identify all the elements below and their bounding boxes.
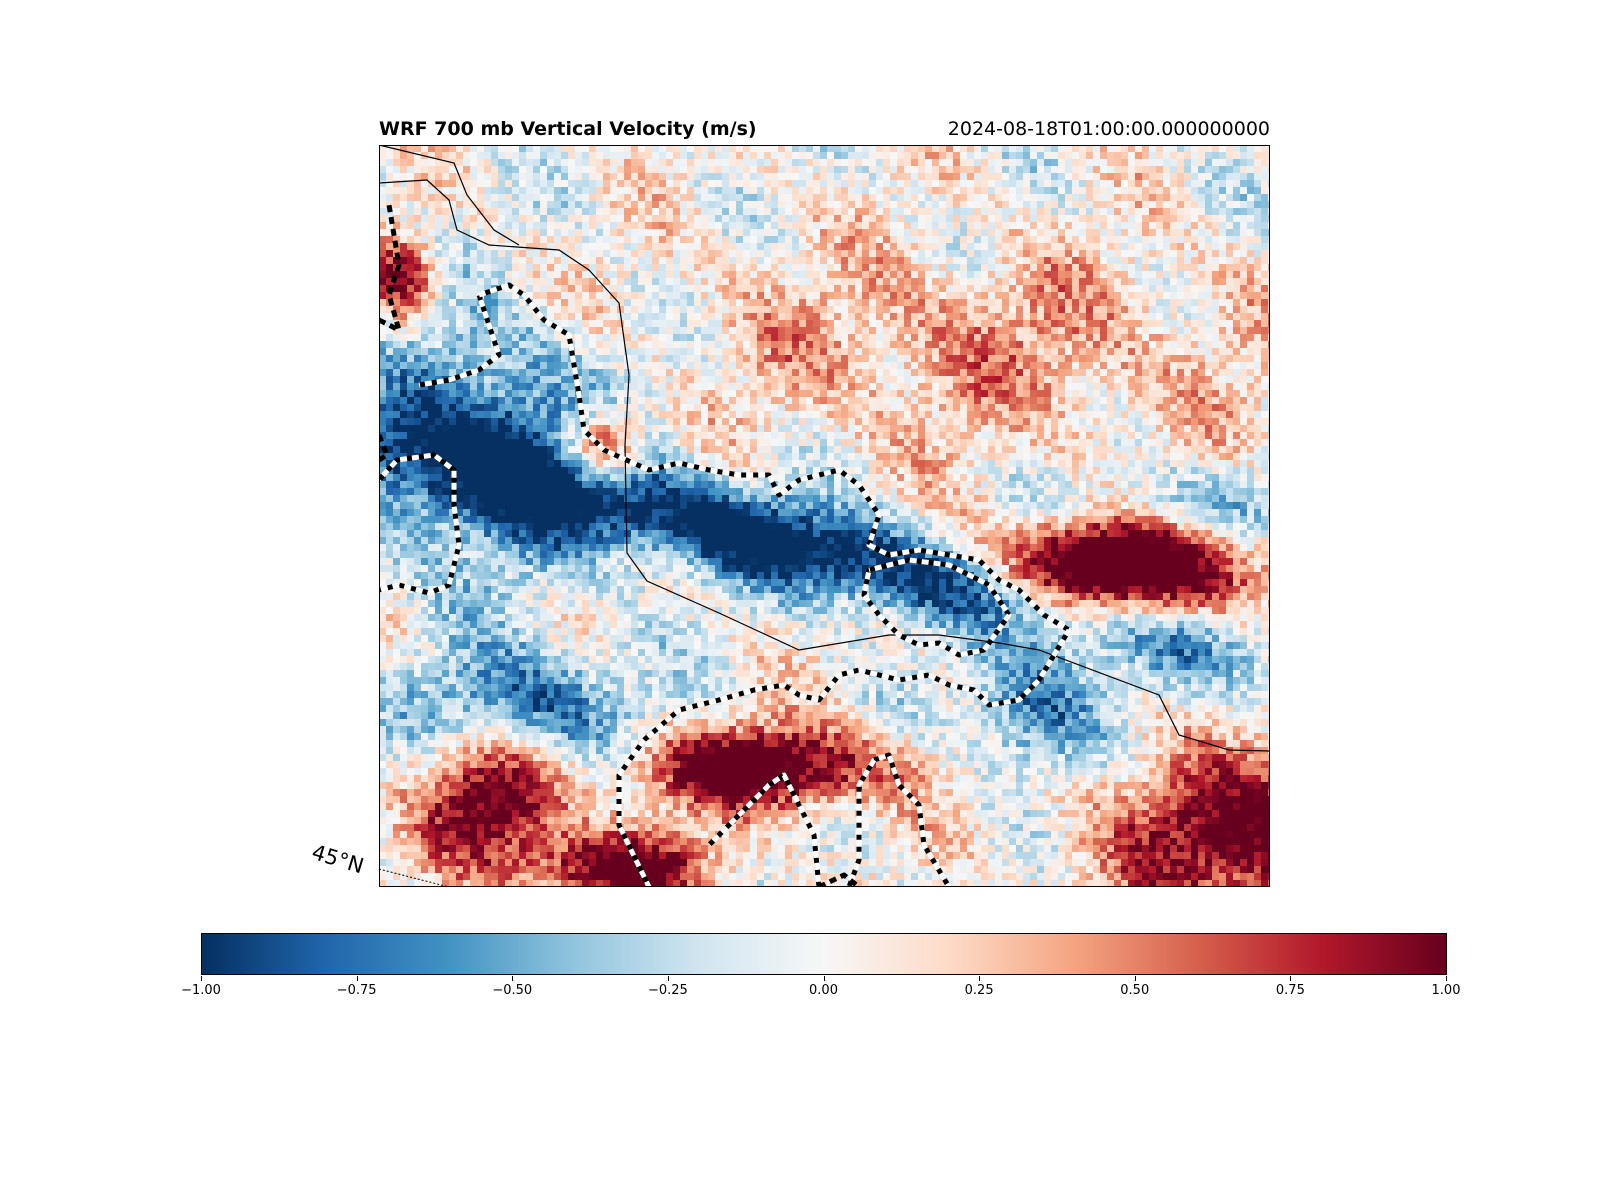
state-border-line: [379, 145, 520, 246]
colorbar-tick-label: −0.75: [336, 983, 377, 998]
colorbar-tick-label: 0.25: [964, 983, 994, 998]
colorbar-tick: [512, 976, 514, 981]
contour-lines: [379, 204, 1072, 887]
state-border-line: [379, 179, 1270, 752]
colorbar-tick: [823, 976, 825, 981]
latitude-label: 45°N: [308, 840, 367, 879]
map-frame: [379, 145, 1270, 887]
colorbar-tick: [201, 976, 202, 981]
colorbar-tick: [667, 976, 669, 981]
colorbar-tick: [1134, 976, 1136, 981]
colorbar-tick-label: 0.50: [1120, 983, 1150, 998]
colorbar-tick-label: −1.00: [181, 983, 221, 998]
latitude-line: [379, 868, 450, 887]
valid-time: 2024-08-18T01:00:00.000000000: [947, 118, 1270, 140]
colorbar-tick-label: −0.25: [647, 983, 688, 998]
boundaries: [379, 145, 1270, 887]
colorbar-tick-label: −0.50: [492, 983, 533, 998]
vertical-velocity-map: [379, 145, 1270, 887]
velocity-field-grid: [379, 145, 1270, 887]
colorbar-tick: [1290, 976, 1292, 981]
colorbar-tick-label: 0.00: [809, 983, 838, 998]
colorbar-tick: [979, 976, 981, 981]
colorbar-tick-label: 1.00: [1431, 983, 1461, 998]
map-title: WRF 700 mb Vertical Velocity (m/s): [379, 118, 757, 140]
colorbar-tick: [356, 976, 358, 981]
colorbar-tick: [1446, 976, 1447, 981]
colorbar: [201, 933, 1447, 975]
colorbar-tick-label: 0.75: [1275, 983, 1305, 998]
